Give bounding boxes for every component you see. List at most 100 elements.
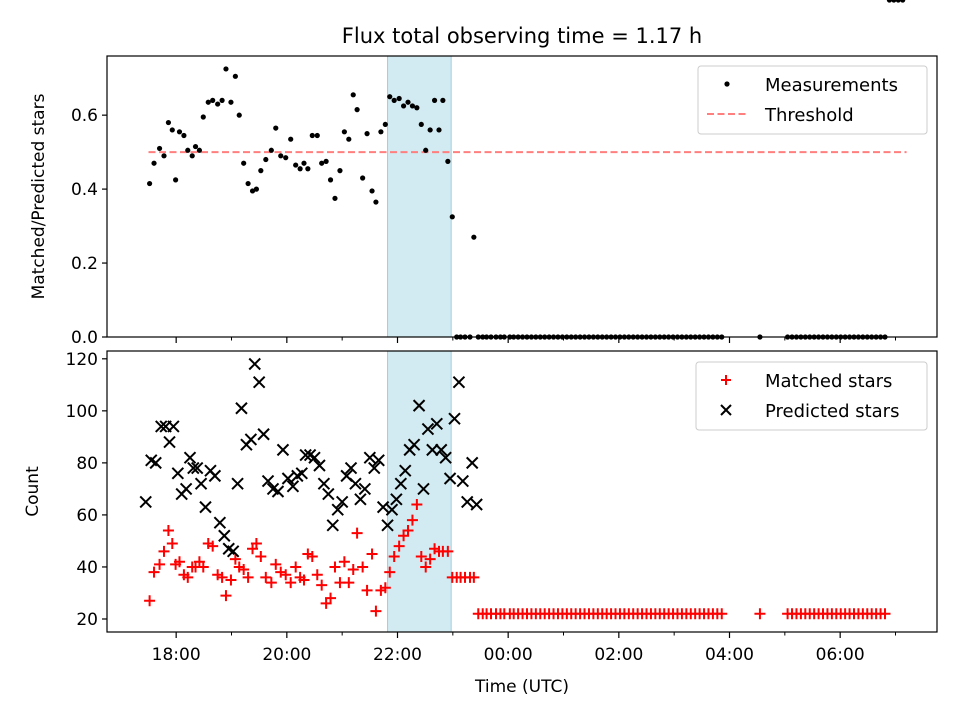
x-tick-label: 20:00 [262,645,311,665]
ratio-plot-frame [106,55,938,338]
predicted-point [139,495,152,509]
measurement-point [189,153,195,159]
measurement-point [895,0,901,3]
matched-point [166,538,178,550]
ratio-panel: 0.0 0.2 0.4 0.6 Matched/Predicted stars Mea… [29,0,938,348]
measurement-point [436,127,442,133]
matched-stars-series [144,499,891,620]
matched-point [197,561,209,573]
measurement-point [219,97,225,103]
matched-point [280,569,292,581]
predicted-point [394,477,408,490]
matched-point [420,561,432,573]
predicted-point [412,399,426,412]
measurement-point [360,175,366,181]
matched-point [285,577,297,589]
matched-point [207,540,219,552]
predicted-point [344,461,358,475]
count-x-axis: 18:00 20:00 22:00 00:00 02:00 04:00 06:00 [152,632,896,665]
measurement-point [391,97,397,103]
predicted-point [226,545,240,558]
measurement-point [886,0,893,3]
ratio-x-axis [175,337,896,343]
predicted-point [276,443,290,457]
predicted-point [354,493,367,506]
x-tick-label: 04:00 [705,645,754,665]
matched-point [216,571,228,583]
matched-point [357,561,369,573]
matched-point [716,608,728,620]
predicted-point [407,438,421,451]
matched-point [361,584,373,596]
count-legend-box [695,361,928,431]
matched-point [225,574,237,586]
legend-threshold-label: Threshold [764,105,854,126]
predicted-point [213,516,227,529]
measurement-point [151,160,157,166]
count-legend: Matched stars Predicted stars [695,361,928,431]
legend-plus [721,375,731,385]
measurement-point [305,166,311,172]
highlight-span [387,350,452,633]
legend-predicted-marker [720,404,732,416]
measurement-point [165,119,172,126]
legend-measurements-marker [724,81,730,87]
predicted-point [385,503,399,516]
measurement-point [309,132,315,139]
measurement-point [405,99,411,105]
measurement-point [249,188,256,194]
ratio-legend: Measurements Threshold [697,65,928,135]
matched-point [260,571,272,583]
legend-matched-marker [721,375,731,385]
measurement-point [196,147,203,153]
measurement-point [232,73,238,79]
predicted-point [295,467,308,480]
ratio-y-axis: 0.0 0.2 0.4 0.6 [71,106,107,348]
measurement-point [278,153,284,159]
predicted-point [252,376,266,389]
predicted-point [358,482,372,496]
y-tick-label: 80 [76,454,98,474]
predicted-point [452,376,466,389]
measurement-point [228,99,234,105]
legend-matched-label: Matched stars [765,371,892,392]
predicted-point [235,402,248,415]
measurement-point [319,160,325,166]
measurement-point [241,160,247,166]
predicted-point [190,461,204,475]
matched-point [182,571,194,583]
matched-point [275,566,287,578]
legend-dot [724,81,730,87]
predicted-point [430,417,443,431]
measurement-point [341,129,347,135]
matched-point [393,540,405,552]
predicted-point [163,435,176,449]
predicted-point [426,443,439,457]
predicted-point [465,456,479,470]
x-tick-label: 00:00 [484,645,533,665]
predicted-point [244,433,258,446]
measurement-point [223,66,229,72]
measurement-point [301,160,307,166]
predicted-point [149,456,162,470]
measurement-point [332,195,338,201]
matched-point [158,545,170,557]
legend-measurements-label: Measurements [765,75,898,96]
measurement-point [147,180,153,187]
measurement-point [263,156,269,163]
measurements-series [147,0,906,340]
highlight-band [387,350,452,633]
predicted-point [248,357,261,371]
measurement-point [423,147,429,153]
matched-point [415,551,427,563]
matched-point [306,551,318,563]
predicted-point [376,500,390,514]
measurement-point [258,168,264,174]
predicted-stars-series [139,357,483,558]
measurement-point [471,234,477,240]
predicted-point [261,474,275,488]
measurement-point [369,188,375,194]
matched-point [879,608,891,620]
predicted-point [171,467,185,480]
measurement-point [205,99,211,105]
